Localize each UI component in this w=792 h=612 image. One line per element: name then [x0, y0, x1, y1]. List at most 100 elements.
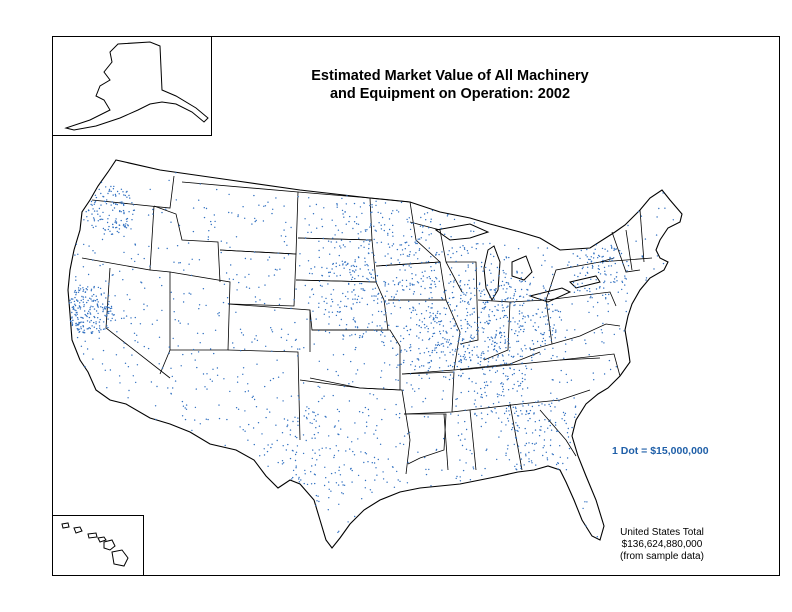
- value-dot: [614, 248, 616, 251]
- value-dot: [338, 469, 340, 472]
- value-dot: [427, 227, 430, 229]
- value-dot: [505, 452, 507, 454]
- value-dot: [340, 247, 342, 249]
- value-dot: [407, 221, 409, 223]
- value-dot: [405, 279, 408, 282]
- value-dot: [562, 411, 565, 414]
- value-dot: [496, 458, 498, 461]
- value-dot: [271, 331, 274, 333]
- value-dot: [474, 321, 476, 324]
- value-dot: [332, 262, 334, 265]
- value-dot: [554, 424, 557, 426]
- value-dot: [463, 338, 465, 340]
- value-dot: [370, 276, 373, 278]
- value-dot: [564, 351, 567, 353]
- value-dot: [211, 380, 213, 382]
- value-dot: [361, 297, 363, 299]
- value-dot: [400, 335, 402, 337]
- value-dot: [452, 377, 454, 379]
- value-dot: [427, 362, 429, 364]
- us-outline: [67, 159, 683, 549]
- value-dot: [175, 172, 177, 174]
- value-dot: [244, 410, 246, 412]
- value-dot: [577, 289, 579, 291]
- value-dot: [257, 422, 260, 424]
- value-dot: [525, 410, 528, 412]
- value-dot: [441, 298, 444, 300]
- value-dot: [461, 327, 463, 330]
- value-dot: [184, 418, 187, 421]
- value-dot: [498, 417, 500, 419]
- value-dot: [453, 362, 456, 364]
- value-dot: [404, 248, 406, 250]
- value-dot: [483, 308, 485, 310]
- value-dot: [501, 382, 503, 384]
- value-dot: [318, 249, 320, 252]
- value-dot: [493, 295, 495, 297]
- value-dot: [126, 196, 128, 198]
- value-dot: [511, 427, 514, 429]
- value-dot: [485, 381, 488, 383]
- value-dot: [502, 372, 505, 375]
- value-dot: [359, 335, 361, 337]
- value-dot: [170, 221, 172, 223]
- value-dot: [400, 363, 402, 365]
- value-dot: [352, 227, 354, 230]
- value-dot: [351, 278, 353, 281]
- value-dot: [445, 289, 447, 292]
- value-dot: [168, 179, 170, 182]
- value-dot: [440, 227, 442, 230]
- value-dot: [92, 358, 94, 360]
- value-dot: [331, 298, 333, 301]
- value-dot: [361, 336, 363, 338]
- value-dot: [645, 277, 648, 279]
- value-dot: [328, 488, 330, 490]
- value-dot: [102, 218, 104, 221]
- value-dot: [337, 229, 340, 231]
- value-dot: [601, 247, 604, 250]
- value-dot: [282, 400, 284, 402]
- value-dot: [395, 379, 397, 381]
- value-dot: [441, 251, 443, 253]
- value-dot: [143, 308, 145, 311]
- value-dot: [623, 330, 625, 332]
- value-dot: [545, 315, 547, 317]
- value-dot: [462, 372, 464, 375]
- value-dot: [480, 295, 482, 297]
- value-dot: [497, 309, 499, 312]
- value-dot: [464, 331, 467, 333]
- value-dot: [498, 268, 501, 270]
- value-dot: [357, 295, 360, 297]
- value-dot: [624, 277, 626, 279]
- value-dot: [344, 246, 346, 248]
- value-dot: [471, 453, 473, 455]
- value-dot: [446, 339, 448, 341]
- value-dot: [484, 303, 486, 305]
- value-dot: [541, 340, 544, 343]
- value-dot: [504, 244, 506, 246]
- value-dot: [548, 329, 550, 332]
- value-dot: [509, 367, 511, 370]
- value-dot: [390, 257, 392, 259]
- value-dot: [80, 328, 82, 330]
- value-dot: [408, 431, 411, 433]
- value-dot: [392, 243, 395, 245]
- value-dot: [74, 304, 77, 307]
- value-dot: [91, 224, 93, 227]
- value-dot: [503, 412, 506, 415]
- value-dot: [218, 404, 220, 406]
- value-dot: [530, 368, 533, 370]
- value-dot: [100, 218, 102, 220]
- value-dot: [399, 480, 401, 483]
- value-dot: [601, 256, 603, 258]
- value-dot: [115, 203, 117, 205]
- value-dot: [342, 338, 344, 340]
- value-dot: [116, 226, 118, 229]
- value-dot: [527, 420, 529, 422]
- value-dot: [447, 213, 449, 216]
- value-dot: [548, 403, 550, 406]
- value-dot: [439, 333, 442, 335]
- value-dot: [77, 287, 80, 289]
- value-dot: [185, 404, 188, 406]
- value-dot: [101, 238, 104, 241]
